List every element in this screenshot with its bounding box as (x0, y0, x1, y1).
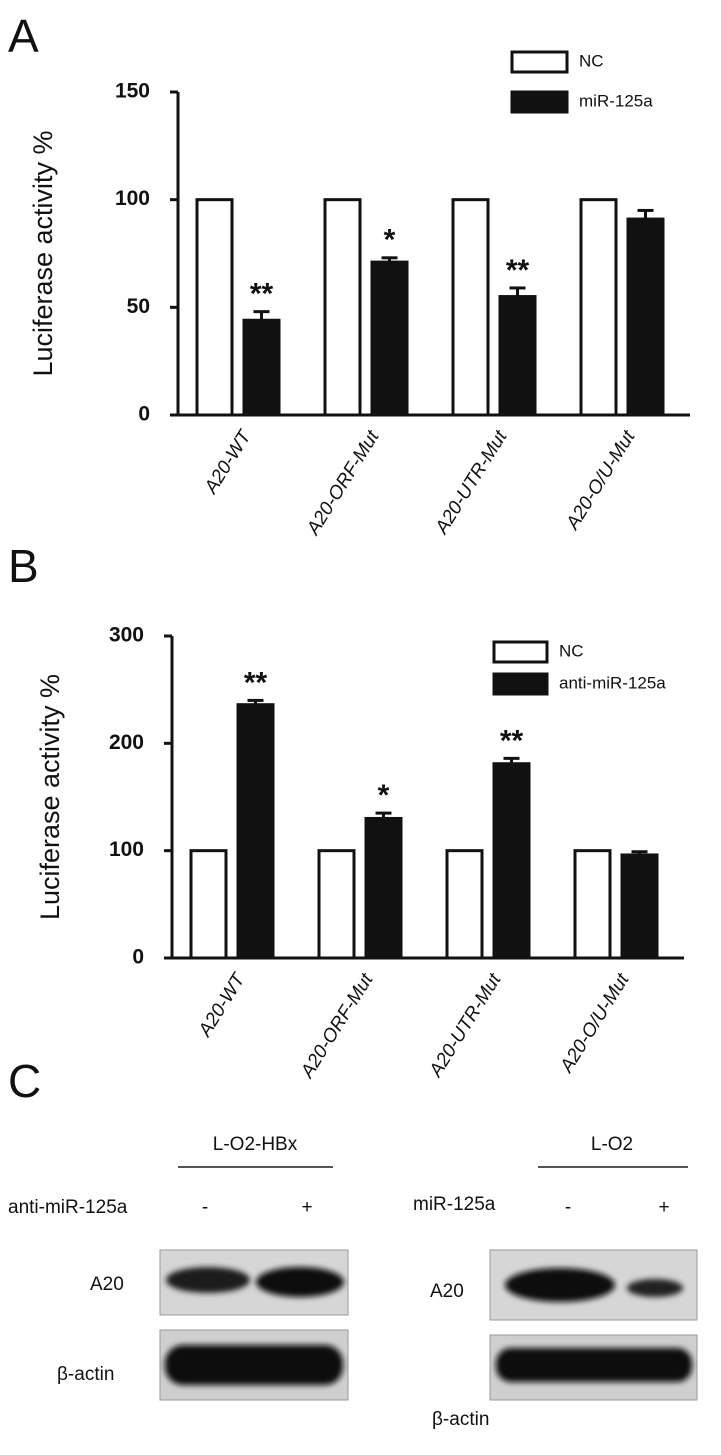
band (256, 1267, 344, 1297)
cell-line: L-O2 (591, 1134, 633, 1155)
band (505, 1268, 615, 1302)
y-tick-label: 100 (109, 838, 144, 861)
significance: ** (506, 254, 530, 287)
band (496, 1348, 692, 1382)
bar (364, 816, 403, 960)
legend-label: miR-125a (579, 91, 653, 110)
bar (573, 849, 612, 960)
band (165, 1345, 343, 1385)
bar (195, 198, 234, 417)
significance: ** (244, 666, 268, 699)
lane-sign: + (301, 1197, 312, 1218)
y-axis-label: Luciferase activity % (35, 674, 65, 920)
row-label: β-actin (432, 1409, 489, 1430)
treatment: miR-125a (413, 1194, 496, 1215)
bar (498, 295, 537, 417)
bar (323, 198, 362, 417)
row-label: A20 (430, 1281, 464, 1302)
legend-swatch (510, 50, 569, 74)
band (627, 1279, 683, 1297)
x-tick-label: A20-WT (194, 969, 250, 1041)
y-tick-label: 100 (115, 187, 150, 210)
treatment: anti-miR-125a (8, 1197, 128, 1218)
panel-label: B (8, 540, 39, 592)
x-tick-label: A20-UTR-Mut (431, 427, 512, 539)
panel-label: A (8, 10, 39, 62)
significance: * (378, 779, 390, 812)
bar (236, 703, 275, 960)
significance: * (384, 224, 396, 257)
y-tick-label: 0 (138, 403, 150, 426)
significance: ** (250, 278, 274, 311)
y-tick-label: 50 (127, 295, 150, 318)
legend-swatch (492, 672, 549, 696)
cell-line: L-O2-HBx (213, 1134, 298, 1155)
significance: ** (500, 724, 524, 757)
bar (370, 260, 409, 417)
panel-label: C (8, 1055, 41, 1107)
legend-label: anti-miR-125a (559, 673, 666, 692)
x-tick-label: A20-O/U-Mut (562, 427, 640, 534)
y-axis-label: Luciferase activity % (28, 130, 58, 376)
x-tick-label: A20-O/U-Mut (556, 970, 634, 1077)
legend-label: NC (579, 51, 604, 70)
row-label: A20 (90, 1274, 124, 1295)
row-label: β-actin (57, 1364, 114, 1385)
y-tick-label: 0 (132, 946, 144, 969)
y-tick-label: 150 (115, 80, 150, 103)
bar (445, 849, 484, 960)
x-tick-label: A20-ORF-Mut (302, 427, 383, 540)
bar (626, 217, 665, 417)
legend-label: NC (559, 641, 584, 660)
bar (620, 853, 659, 960)
bar (579, 198, 618, 417)
bar (189, 849, 228, 960)
legend-swatch (510, 90, 569, 114)
lane-sign: - (565, 1197, 571, 1218)
x-tick-label: A20-WT (200, 426, 256, 498)
band (166, 1267, 250, 1293)
bar (451, 198, 490, 417)
x-tick-label: A20-ORF-Mut (296, 970, 377, 1083)
lane-sign: - (202, 1197, 208, 1218)
x-tick-label: A20-UTR-Mut (425, 970, 506, 1082)
legend-swatch (492, 640, 549, 664)
y-tick-label: 300 (109, 624, 144, 647)
lane-sign: + (658, 1197, 669, 1218)
y-tick-label: 200 (109, 731, 144, 754)
bar (317, 849, 356, 960)
bar (242, 318, 281, 417)
bar (492, 762, 531, 960)
